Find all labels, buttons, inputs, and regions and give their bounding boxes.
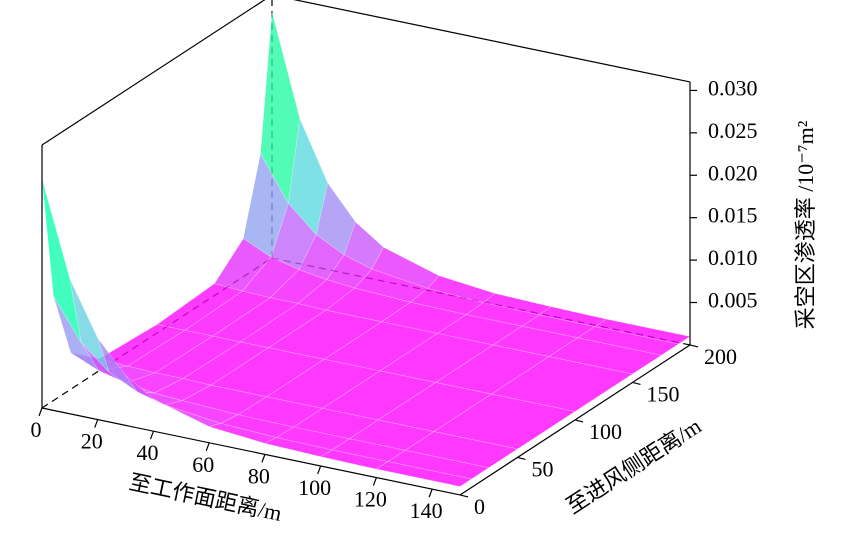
x-tick-label: 120 [354,487,387,512]
x-tick [428,488,433,498]
y-tick-label: 100 [589,419,622,444]
x-tick [149,430,155,440]
y-tick [459,494,469,498]
x-tick [94,419,99,428]
x-tick [261,454,266,463]
z-tick-label: 0.015 [708,203,758,228]
y-tick-label: 150 [647,381,680,406]
box-edge [41,0,266,146]
x-tick-label: 80 [248,463,270,488]
x-tick [38,407,43,417]
x-tick-label: 0 [31,417,42,442]
z-tick-label: 0.030 [708,75,758,100]
surface-cell [375,461,473,487]
z-tick-label: 0.025 [708,118,758,143]
z-tick-label: 0.020 [708,160,758,185]
x-tick-label: 20 [81,429,103,454]
y-tick [517,456,526,461]
x-tick [372,477,377,486]
y-tick [574,419,584,423]
y-tick [632,381,641,386]
z-axis-label: 采空区渗透率 /10⁻⁷m² [793,120,818,329]
y-tick-label: 200 [704,344,737,369]
x-tick-label: 40 [136,440,158,465]
x-axis [41,407,461,496]
box-edge [293,0,691,83]
y-tick [689,344,699,348]
x-tick [317,465,322,475]
x-tick-label: 100 [298,475,331,500]
x-tick [205,442,210,451]
x-tick-label: 140 [410,498,443,523]
z-tick-label: 0.005 [708,288,758,313]
z-tick-label: 0.010 [708,245,758,270]
y-tick-label: 0 [474,494,485,519]
x-tick-label: 60 [192,452,214,477]
y-axis-label: 至进风侧距离/m [562,413,706,519]
y-tick-label: 50 [532,456,554,481]
